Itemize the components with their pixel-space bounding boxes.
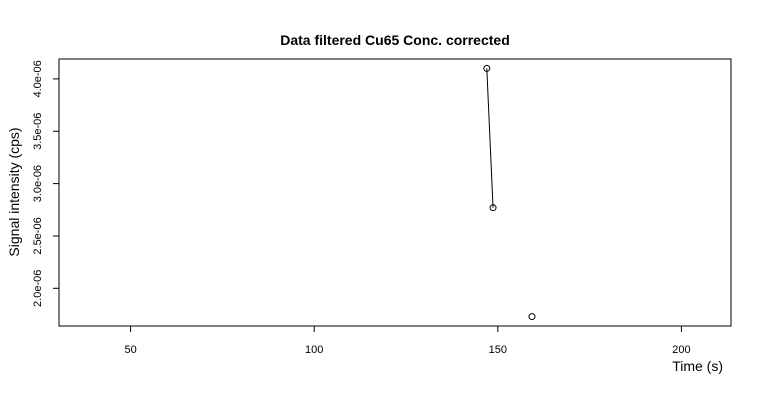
plot-frame [58,58,732,327]
series-line-segment [486,68,494,208]
y-axis: 2.0e-06 2.5e-06 3.0e-06 3.5e-06 4.0e-06 [32,60,59,307]
x-tick-label: 150 [489,344,507,356]
x-tick-label: 100 [305,344,323,356]
x-tick-label: 200 [672,344,690,356]
data-point [489,204,497,212]
y-axis-label: Signal intensity (cps) [6,127,22,256]
x-axis-label: Time (s) [672,358,723,374]
y-tick-label: 4.0e-06 [32,60,44,97]
chart-title: Data filtered Cu65 Conc. corrected [280,32,510,48]
y-tick-label: 3.5e-06 [32,113,44,150]
data-point [528,313,536,321]
x-axis: 50 100 150 200 [124,326,691,356]
x-tick-label: 50 [124,344,136,356]
y-tick-label: 2.0e-06 [32,270,44,307]
y-tick-label: 3.0e-06 [32,165,44,202]
y-tick-label: 2.5e-06 [32,217,44,254]
series-layer [483,64,536,321]
data-point [483,64,491,72]
